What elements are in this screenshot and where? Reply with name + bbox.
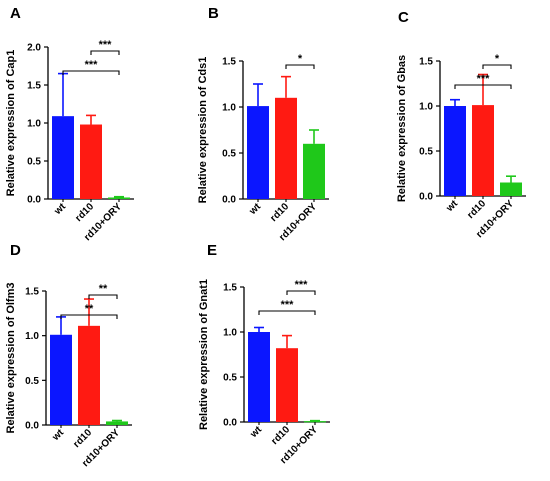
chart-panel-e: E Relative expression of Gnat1 0.0 0.5 1.0 1.… — [198, 242, 330, 466]
significance-bracket — [90, 50, 120, 55]
bar-wt — [248, 332, 270, 422]
bar-rd10-ory — [108, 197, 130, 199]
y-tick-label: 0.0 — [419, 192, 433, 203]
significance-bracket — [88, 294, 118, 299]
bar-wt — [247, 106, 269, 199]
significance-label: ** — [85, 303, 94, 315]
x-tick-label: wt — [444, 198, 461, 215]
x-tick-label: rd10 — [73, 201, 96, 224]
significance-bracket — [258, 310, 316, 315]
significance-bracket — [482, 64, 512, 69]
chart-panel-b: B Relative expression of Cds1 0.0 0.5 1.0 1.5… — [197, 5, 329, 243]
y-tick-label: 0.5 — [223, 373, 237, 384]
x-tick-label: rd10 — [268, 201, 291, 224]
significance-label: *** — [99, 39, 113, 51]
y-tick-label: 2.0 — [27, 43, 41, 54]
bar-rd10 — [78, 325, 100, 425]
y-axis-label: Relative expression of Gnat1 — [198, 279, 210, 430]
x-tick-label: wt — [247, 201, 264, 218]
y-tick-label: 1.0 — [222, 103, 236, 114]
y-tick-label: 1.5 — [27, 81, 41, 92]
y-tick-label: 1.0 — [419, 102, 433, 113]
y-tick-label: 1.5 — [222, 57, 236, 68]
y-tick-label: 0.5 — [222, 149, 236, 160]
y-axis-label: Relative expression of Cap1 — [5, 50, 17, 197]
significance-label: *** — [281, 299, 295, 311]
y-tick-label: 1.0 — [25, 331, 39, 342]
panel-letter: B — [208, 5, 219, 22]
y-tick-label: 0.5 — [419, 147, 433, 158]
y-axis-label: Relative expression of Cds1 — [197, 57, 209, 204]
significance-label: * — [495, 53, 500, 65]
bar-rd10 — [80, 124, 102, 199]
bar-wt — [444, 106, 466, 196]
x-tick-label: rd10 — [465, 198, 488, 221]
panel-letter: A — [10, 5, 21, 22]
significance-label: * — [298, 53, 303, 65]
bar-rd10-ory — [106, 421, 128, 425]
bar-wt — [50, 334, 72, 425]
significance-label: *** — [85, 59, 99, 71]
y-tick-label: 0.0 — [25, 421, 39, 432]
bar-rd10-ory — [500, 182, 522, 196]
chart-panel-a: A Relative expression of Cap1 0.0 0.5 1.0 1.5… — [5, 5, 134, 243]
x-tick-label: wt — [248, 424, 265, 441]
chart-panel-c: C Relative expression of Gbas 0.0 0.5 1.0 1.5… — [396, 9, 526, 240]
significance-label: ** — [99, 283, 108, 295]
y-tick-label: 0.5 — [25, 376, 39, 387]
bar-rd10-ory — [304, 421, 326, 423]
significance-label: *** — [477, 73, 491, 85]
bar-rd10 — [472, 105, 494, 196]
x-tick-label: rd10 — [71, 427, 94, 450]
chart-panel-d: D Relative expression of Olfm3 0.0 0.5 1.0 1.… — [5, 242, 132, 469]
y-tick-label: 1.0 — [223, 328, 237, 339]
bar-rd10-ory — [303, 143, 325, 199]
panel-letter: C — [398, 9, 409, 26]
significance-bracket — [454, 84, 512, 89]
y-tick-label: 0.0 — [222, 195, 236, 206]
y-tick-label: 0.5 — [27, 157, 41, 168]
significance-bracket — [285, 64, 315, 69]
y-tick-label: 1.5 — [223, 283, 237, 294]
y-tick-label: 0.0 — [223, 418, 237, 429]
significance-bracket — [62, 70, 120, 75]
y-axis-label: Relative expression of Gbas — [396, 55, 408, 202]
y-tick-label: 0.0 — [27, 195, 41, 206]
panel-letter: E — [207, 242, 217, 259]
x-tick-label: wt — [50, 427, 67, 444]
significance-bracket — [286, 290, 316, 295]
bar-wt — [52, 116, 74, 199]
y-tick-label: 1.5 — [25, 287, 39, 298]
significance-label: *** — [295, 279, 309, 291]
x-tick-label: rd10 — [269, 424, 292, 447]
bar-rd10 — [275, 97, 297, 199]
y-tick-label: 1.5 — [419, 57, 433, 68]
x-tick-label: wt — [52, 201, 69, 218]
panel-letter: D — [10, 242, 21, 259]
y-axis-label: Relative expression of Olfm3 — [5, 283, 17, 434]
significance-bracket — [60, 314, 118, 319]
y-tick-label: 1.0 — [27, 119, 41, 130]
bar-rd10 — [276, 348, 298, 422]
